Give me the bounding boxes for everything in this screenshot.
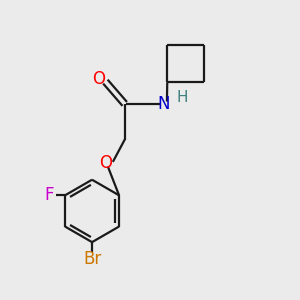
Text: N: N (157, 95, 170, 113)
Text: Br: Br (83, 250, 101, 268)
Text: O: O (100, 154, 112, 172)
Text: F: F (44, 186, 53, 204)
Text: H: H (177, 91, 188, 106)
Text: O: O (92, 70, 105, 88)
